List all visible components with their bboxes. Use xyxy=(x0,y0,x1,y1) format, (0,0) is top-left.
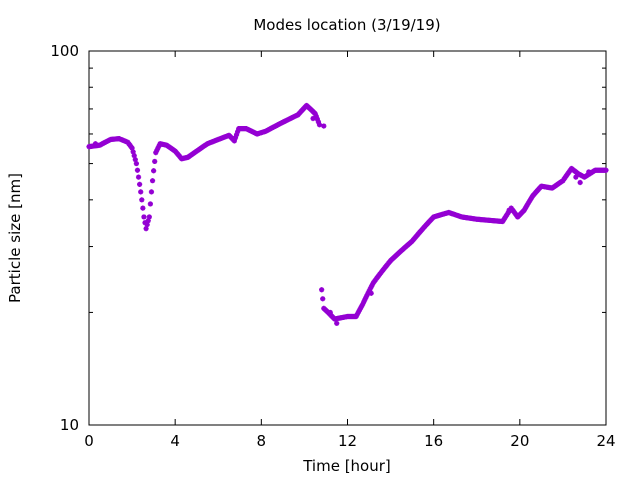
data-point xyxy=(134,167,141,173)
data-point xyxy=(321,123,327,129)
data-point xyxy=(149,178,156,184)
plot-area-border xyxy=(88,50,607,426)
data-point xyxy=(153,149,159,156)
data-point xyxy=(141,214,147,220)
data-point xyxy=(146,214,152,220)
data-point xyxy=(233,132,240,138)
data-point xyxy=(231,138,238,144)
data-point xyxy=(232,135,239,141)
y-tick-label: 100 xyxy=(50,42,79,60)
data-point xyxy=(573,174,579,180)
data-point xyxy=(144,222,150,228)
data-point xyxy=(147,201,153,207)
data-point xyxy=(314,116,320,122)
x-tick-label: 8 xyxy=(257,432,267,450)
x-tick-label: 12 xyxy=(338,432,357,450)
x-tick-label: 20 xyxy=(510,432,529,450)
data-point xyxy=(359,301,366,308)
x-tick-label: 16 xyxy=(424,432,443,450)
data-point xyxy=(310,115,316,122)
data-point xyxy=(319,287,325,293)
data-point xyxy=(145,218,151,224)
x-tick-label: 4 xyxy=(170,432,180,450)
data-points xyxy=(86,102,609,326)
data-point xyxy=(130,149,136,155)
data-point xyxy=(152,158,158,165)
data-point xyxy=(131,153,137,159)
chart-title: Modes location (3/19/19) xyxy=(253,16,440,34)
data-point xyxy=(586,169,592,175)
data-point xyxy=(603,167,609,173)
data-point xyxy=(151,168,157,174)
x-tick-label: 24 xyxy=(596,432,615,450)
data-point xyxy=(577,179,583,186)
data-point xyxy=(363,295,369,301)
data-point xyxy=(316,122,323,128)
data-point xyxy=(137,181,143,187)
data-point xyxy=(142,220,148,226)
axis-ticks xyxy=(88,50,607,426)
x-axis-label: Time [hour] xyxy=(302,457,391,475)
data-point xyxy=(148,189,155,195)
data-point xyxy=(92,141,99,147)
data-point xyxy=(313,113,319,119)
data-point xyxy=(139,197,145,203)
y-axis-label: Particle size [nm] xyxy=(6,173,24,303)
data-point xyxy=(143,226,149,232)
data-point xyxy=(315,119,322,125)
data-point xyxy=(362,297,368,303)
data-point xyxy=(320,296,326,302)
data-point xyxy=(132,156,138,163)
data-point xyxy=(235,129,241,135)
data-point xyxy=(138,189,144,195)
y-tick-label: 10 xyxy=(60,416,79,434)
data-point xyxy=(312,111,318,117)
data-point xyxy=(334,320,340,326)
axis-tick-labels: 0 4 8 12 16 20 24 10 100 xyxy=(50,42,615,450)
data-point xyxy=(154,147,160,153)
data-point xyxy=(361,299,367,305)
data-point xyxy=(140,205,146,211)
data-point xyxy=(133,160,139,167)
data-point xyxy=(135,174,142,180)
x-tick-label: 0 xyxy=(84,432,94,450)
data-point xyxy=(129,145,135,151)
data-point xyxy=(506,207,512,213)
data-point xyxy=(368,290,374,296)
data-point xyxy=(327,309,333,316)
